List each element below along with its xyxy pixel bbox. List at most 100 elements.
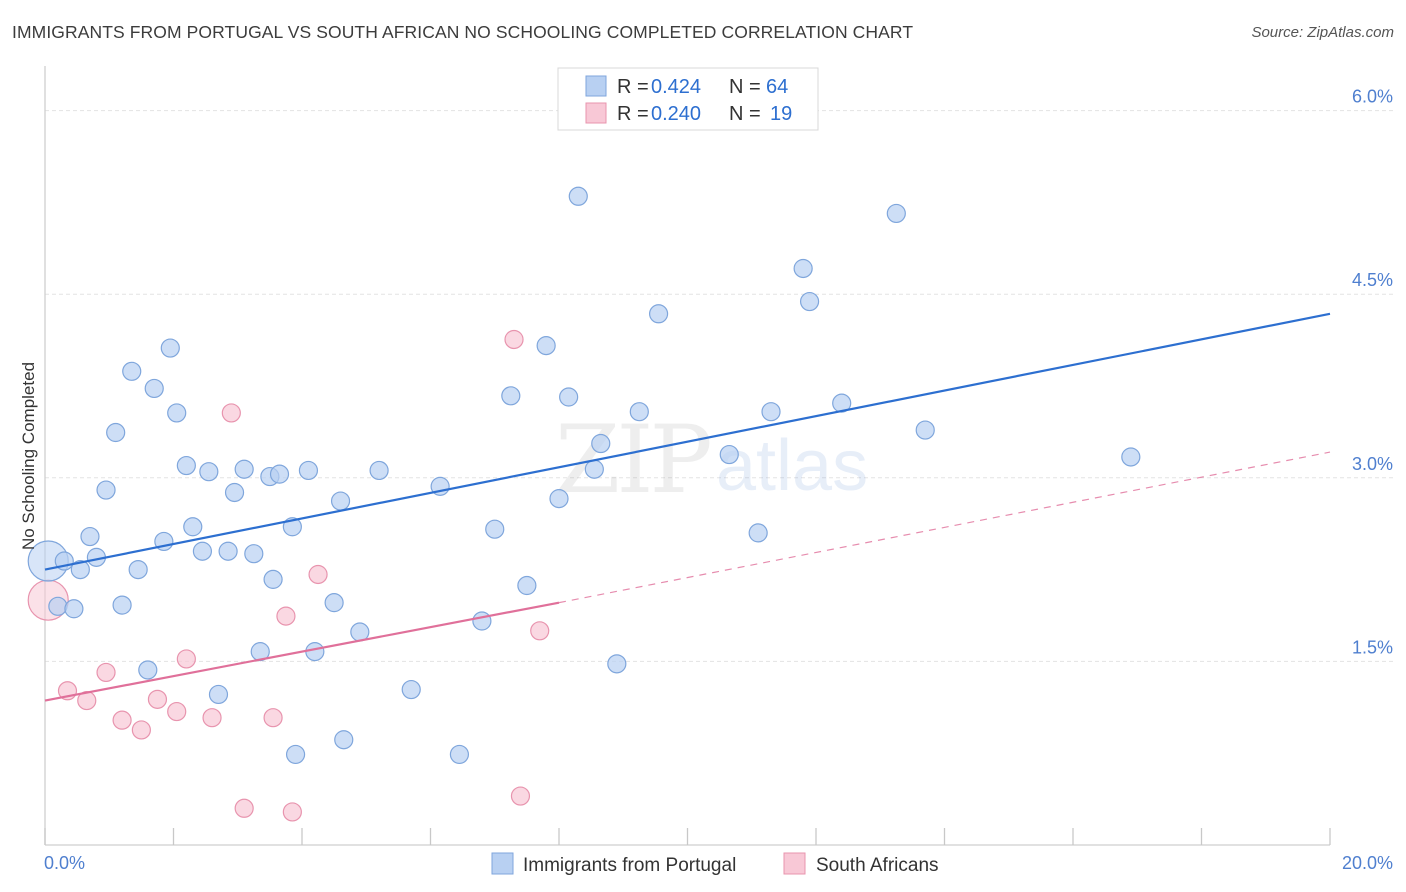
legend-n-value-1: 64 (766, 76, 788, 98)
data-point-immigrants-from-portugal (263, 569, 283, 589)
data-point-immigrants-from-portugal (401, 679, 421, 700)
trend-lines (44, 312, 1331, 702)
data-point-south-africans (176, 649, 196, 669)
data-point-immigrants-from-portugal (183, 517, 203, 537)
data-point-immigrants-from-portugal (128, 559, 148, 580)
data-point-immigrants-from-portugal (48, 596, 68, 616)
data-point-immigrants-from-portugal (285, 744, 306, 765)
data-point-south-africans (112, 710, 132, 730)
data-point-immigrants-from-portugal (176, 455, 196, 476)
data-point-immigrants-from-portugal (501, 386, 521, 406)
data-point-immigrants-from-portugal (584, 459, 604, 479)
data-point-south-africans (131, 720, 151, 740)
data-point-south-africans (202, 708, 222, 728)
data-point-immigrants-from-portugal (269, 464, 290, 484)
data-point-south-africans (221, 403, 241, 423)
data-point-immigrants-from-portugal (793, 258, 813, 279)
series-legend-swatch-blue (491, 852, 514, 875)
data-point-immigrants-from-portugal (568, 186, 588, 206)
trend-line-immigrants-from-portugal (44, 312, 1331, 571)
data-point-immigrants-from-portugal (192, 541, 213, 561)
data-point-immigrants-from-portugal (369, 460, 389, 481)
data-point-immigrants-from-portugal (629, 402, 649, 422)
data-point-immigrants-from-portugal (449, 744, 470, 765)
stats-legend: R = 0.424 N = 64 R = 0.240 N = 19 (557, 67, 819, 131)
data-point-immigrants-from-portugal (886, 203, 906, 224)
y-axis-tick-labels: 1.5% 3.0% 4.5% 6.0% (1352, 87, 1393, 658)
data-point-immigrants-from-portugal (536, 336, 556, 356)
data-point-immigrants-from-portugal (80, 526, 100, 547)
data-point-immigrants-from-portugal (799, 291, 820, 312)
legend-n-value-2: 19 (770, 103, 792, 125)
data-point-immigrants-from-portugal (719, 444, 739, 465)
data-point-immigrants-from-portugal (748, 523, 768, 543)
legend-r-label-2: R = (617, 103, 649, 125)
legend-swatch-pink (585, 102, 607, 124)
legend-r-value-2: 0.240 (651, 103, 701, 125)
series-legend-label-pink: South Africans (816, 855, 939, 876)
x-axis-tick-labels: 0.0% 20.0% (44, 853, 1393, 873)
data-point-immigrants-from-portugal (224, 482, 245, 503)
chart-title: IMMIGRANTS FROM PORTUGAL VS SOUTH AFRICA… (12, 22, 914, 42)
data-point-immigrants-from-portugal (144, 378, 164, 399)
watermark-atlas: atlas (716, 426, 868, 506)
legend-swatch-blue (585, 75, 607, 97)
data-point-south-africans (234, 798, 254, 818)
data-point-immigrants-from-portugal (648, 304, 669, 324)
watermark: ZIP atlas (555, 406, 868, 515)
data-point-south-africans (282, 802, 302, 822)
legend-r-label-1: R = (617, 76, 649, 98)
y-tick-label: 1.5% (1352, 637, 1393, 657)
data-point-immigrants-from-portugal (915, 420, 935, 440)
x-tick-label: 20.0% (1342, 853, 1393, 873)
data-point-immigrants-from-portugal (234, 459, 254, 479)
source-label: Source: ZipAtlas.com (1251, 24, 1394, 41)
data-point-immigrants-from-portugal (334, 730, 354, 750)
series-legend-label-blue: Immigrants from Portugal (523, 855, 736, 876)
data-point-immigrants-from-portugal (330, 491, 351, 511)
legend-n-label-2: N = (729, 103, 761, 125)
x-axis-ticks (44, 828, 1331, 845)
data-point-immigrants-from-portugal (199, 462, 219, 482)
data-point-immigrants-from-portugal (106, 422, 126, 443)
legend-r-value-1: 0.424 (651, 76, 701, 98)
data-point-immigrants-from-portugal (138, 660, 158, 680)
data-point-immigrants-from-portugal (549, 489, 569, 509)
data-point-immigrants-from-portugal (298, 460, 319, 481)
data-point-immigrants-from-portugal (244, 544, 264, 564)
data-point-south-africans (96, 662, 116, 683)
y-tick-label: 3.0% (1352, 454, 1393, 474)
data-point-south-africans (504, 329, 524, 350)
data-point-immigrants-from-portugal (112, 595, 132, 615)
data-point-immigrants-from-portugal (1121, 447, 1141, 467)
data-point-south-africans (147, 689, 168, 709)
data-point-south-africans (167, 701, 187, 722)
x-tick-label: 0.0% (44, 853, 85, 873)
y-tick-label: 6.0% (1352, 87, 1393, 107)
data-point-south-africans (308, 564, 328, 585)
data-point-immigrants-from-portugal (607, 654, 627, 674)
series-south-africans (27, 329, 550, 822)
data-point-immigrants-from-portugal (324, 593, 344, 613)
trend-line-south-africans-extension (558, 451, 1331, 604)
data-point-immigrants-from-portugal (559, 387, 579, 407)
data-point-south-africans (263, 708, 283, 728)
gridlines (45, 110, 1395, 662)
series-legend-swatch-pink (783, 852, 806, 875)
legend-n-label-1: N = (729, 76, 761, 98)
data-point-immigrants-from-portugal (160, 338, 180, 358)
y-axis-title: No Schooling Completed (19, 362, 38, 550)
series-legend: Immigrants from Portugal South Africans (491, 852, 939, 876)
data-point-immigrants-from-portugal (70, 559, 90, 580)
data-point-south-africans (510, 786, 531, 806)
data-point-immigrants-from-portugal (64, 599, 84, 619)
data-point-immigrants-from-portugal (305, 642, 325, 662)
data-point-immigrants-from-portugal (218, 541, 238, 561)
data-point-immigrants-from-portugal (208, 684, 229, 705)
data-point-immigrants-from-portugal (832, 393, 852, 413)
data-point-immigrants-from-portugal (517, 575, 537, 596)
y-tick-label: 4.5% (1352, 270, 1393, 290)
trend-line-south-africans (44, 601, 560, 702)
watermark-zip: ZIP (555, 406, 709, 515)
